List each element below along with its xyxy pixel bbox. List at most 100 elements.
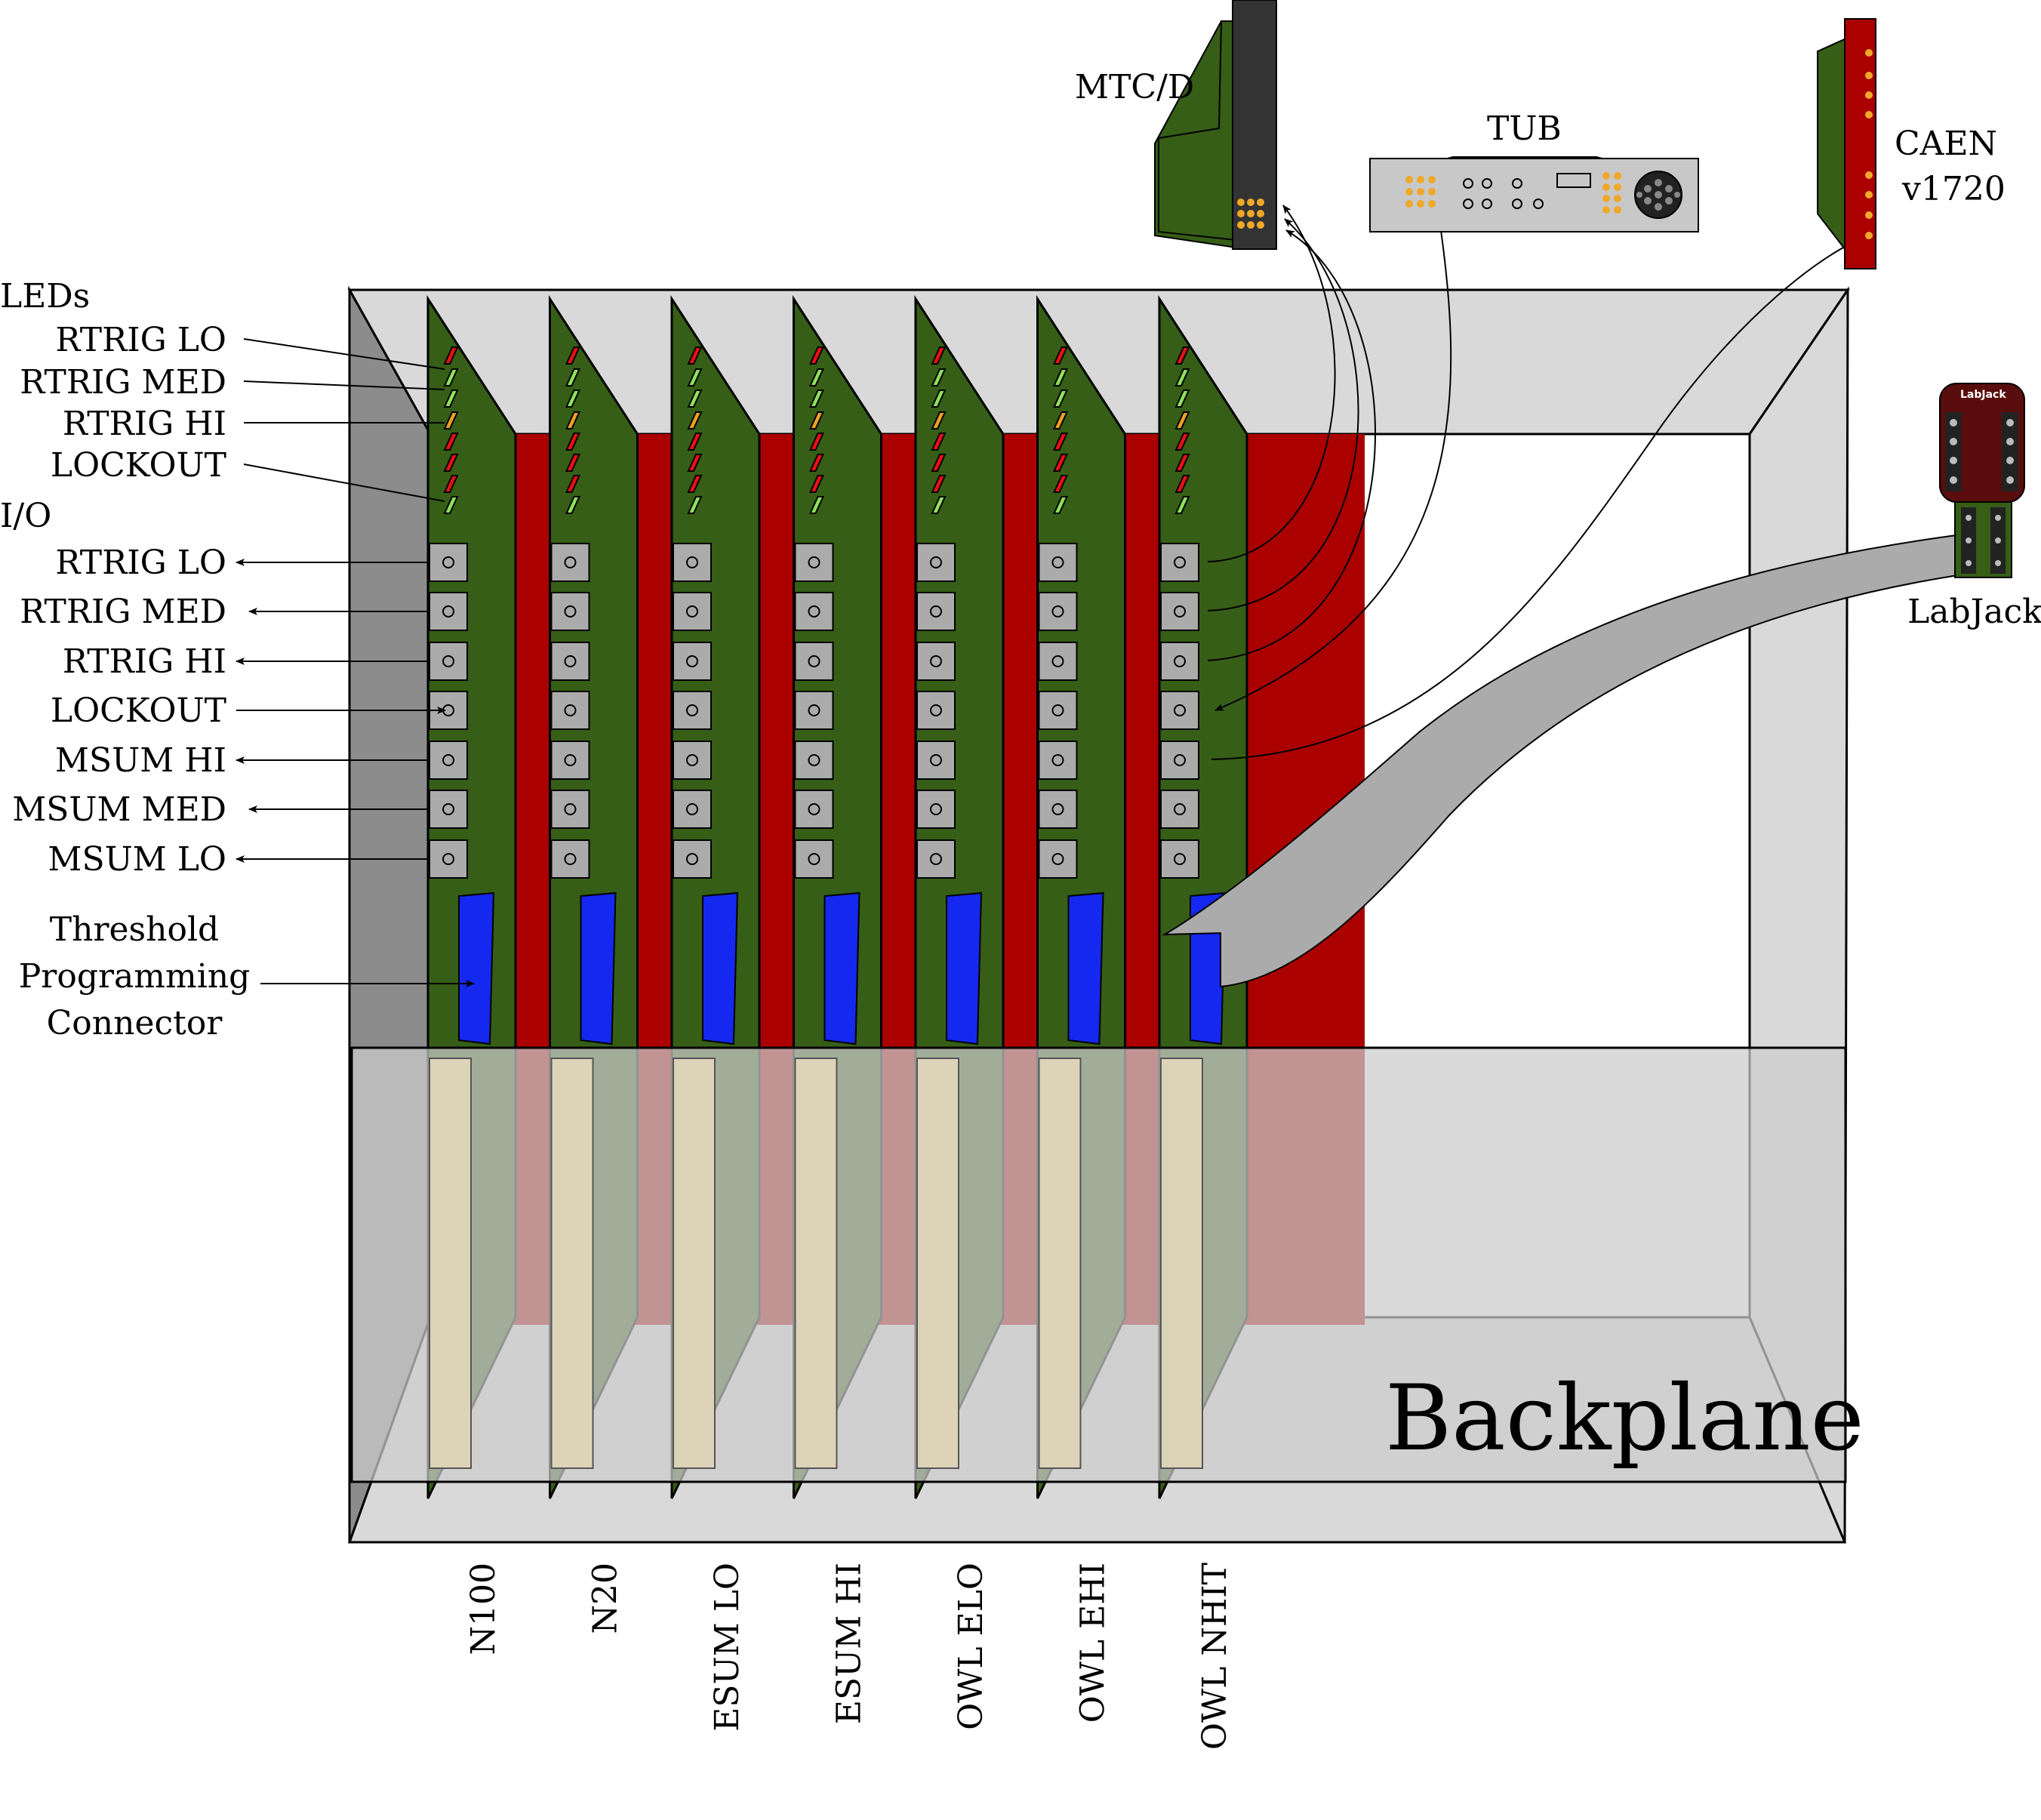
cable-rtrig-med-to-mtcd (1207, 218, 1359, 611)
tub-lemo-ports (1463, 178, 1544, 209)
board-5-label: OWL EHI (1074, 1563, 1113, 1723)
lemo-port[interactable] (1160, 839, 1199, 879)
io-heading: I/O (0, 497, 51, 535)
lemo-port[interactable] (550, 592, 590, 631)
lemo-port-hole (930, 655, 942, 667)
lemo-port[interactable] (673, 839, 712, 879)
lemo-port[interactable] (1160, 642, 1199, 681)
lemo-port[interactable] (550, 741, 590, 780)
lemo-port[interactable] (1160, 543, 1199, 582)
lemo-port-hole (930, 605, 942, 617)
card-edges-group (429, 1058, 1203, 1469)
board-4-leds (931, 346, 947, 514)
lemo-port[interactable] (794, 592, 834, 631)
led-indicator (443, 475, 459, 493)
lemo-port[interactable] (673, 543, 712, 582)
lemo-port[interactable] (916, 839, 956, 879)
board-1-threshold-connector[interactable] (580, 892, 617, 1045)
lemo-port-hole (1174, 704, 1186, 716)
lemo-port-hole (808, 704, 820, 716)
lemo-port[interactable] (550, 543, 590, 582)
lemo-port-hole (808, 853, 820, 865)
board-3-threshold-connector[interactable] (823, 892, 860, 1045)
lemo-port[interactable] (550, 790, 590, 829)
board-6-card-edge (1160, 1058, 1203, 1469)
lemo-port[interactable] (429, 543, 468, 582)
board-5-threshold-connector[interactable] (1067, 892, 1104, 1045)
io-label: MSUM HI (55, 741, 226, 780)
led-indicator (565, 496, 581, 514)
lemo-port[interactable] (429, 790, 468, 829)
lemo-port-hole (1051, 853, 1064, 865)
lemo-port[interactable] (550, 691, 590, 730)
board-0-threshold-connector[interactable] (458, 892, 495, 1045)
lemo-port[interactable] (429, 741, 468, 780)
board-2-leds (687, 346, 703, 514)
threshold-line-2: Programming (19, 957, 251, 996)
lemo-port[interactable] (673, 790, 712, 829)
lemo-port[interactable] (1160, 592, 1199, 631)
lemo-port[interactable] (916, 592, 956, 631)
board-2-threshold-connector[interactable] (702, 892, 739, 1045)
lemo-port[interactable] (794, 741, 834, 780)
lemo-port[interactable] (916, 691, 956, 730)
lemo-port[interactable] (794, 543, 834, 582)
lemo-port[interactable] (673, 741, 712, 780)
lemo-port[interactable] (916, 741, 956, 780)
led-indicator (687, 346, 703, 365)
board-0-label: N100 (464, 1563, 503, 1655)
lemo-port[interactable] (1038, 839, 1078, 879)
lemo-port[interactable] (794, 839, 834, 879)
backplane-label: Backplane (1385, 1366, 1864, 1471)
lemo-port[interactable] (1038, 543, 1078, 582)
board-labels-group: N100 N20 ESUM LO ESUM HI OWL ELO OWL EHI OWL N… (464, 1563, 1234, 1750)
led-indicator (931, 390, 947, 408)
led-indicator (931, 346, 947, 365)
lemo-port[interactable] (1160, 790, 1199, 829)
led-indicator (443, 454, 459, 472)
board-2-ports (673, 543, 712, 879)
lemo-port[interactable] (1038, 790, 1078, 829)
lemo-port-hole (564, 556, 577, 568)
led-indicator (687, 411, 703, 430)
lemo-port[interactable] (1160, 741, 1199, 780)
lemo-port[interactable] (673, 592, 712, 631)
led-indicator (931, 496, 947, 514)
board-1-ports (550, 543, 590, 879)
led-indicator (1174, 390, 1190, 408)
lemo-port[interactable] (794, 691, 834, 730)
lemo-port[interactable] (673, 691, 712, 730)
lemo-port[interactable] (916, 543, 956, 582)
lemo-port[interactable] (1038, 691, 1078, 730)
lemo-port-hole (1051, 754, 1064, 766)
lemo-port[interactable] (916, 642, 956, 681)
lemo-port[interactable] (429, 839, 468, 879)
lemo-port[interactable] (794, 790, 834, 829)
lemo-port[interactable] (1160, 691, 1199, 730)
lemo-port-hole (564, 803, 577, 815)
lemo-port[interactable] (429, 592, 468, 631)
labjack-terminal-screws (1950, 419, 2014, 484)
led-indicator (687, 454, 703, 472)
led-indicator (1174, 411, 1190, 430)
board-4-threshold-connector[interactable] (946, 892, 983, 1045)
leds-heading: LEDs (0, 277, 90, 316)
lemo-port-hole (930, 754, 942, 766)
lemo-port[interactable] (673, 642, 712, 681)
lemo-port[interactable] (1038, 642, 1078, 681)
tub-left-pins (1405, 176, 1436, 208)
lemo-port-hole (686, 556, 698, 568)
board-6-label: OWL NHIT (1196, 1563, 1234, 1750)
board-0-card-edge (429, 1058, 472, 1469)
lemo-port[interactable] (916, 790, 956, 829)
lemo-port[interactable] (1038, 592, 1078, 631)
lemo-port[interactable] (794, 642, 834, 681)
led-indicator (1052, 390, 1069, 408)
lemo-port[interactable] (429, 642, 468, 681)
lemo-port[interactable] (550, 839, 590, 879)
led-indicator (1052, 475, 1069, 493)
led-indicator (1052, 433, 1069, 451)
lemo-port[interactable] (1038, 741, 1078, 780)
led-label: RTRIG MED (20, 363, 226, 402)
lemo-port[interactable] (550, 642, 590, 681)
